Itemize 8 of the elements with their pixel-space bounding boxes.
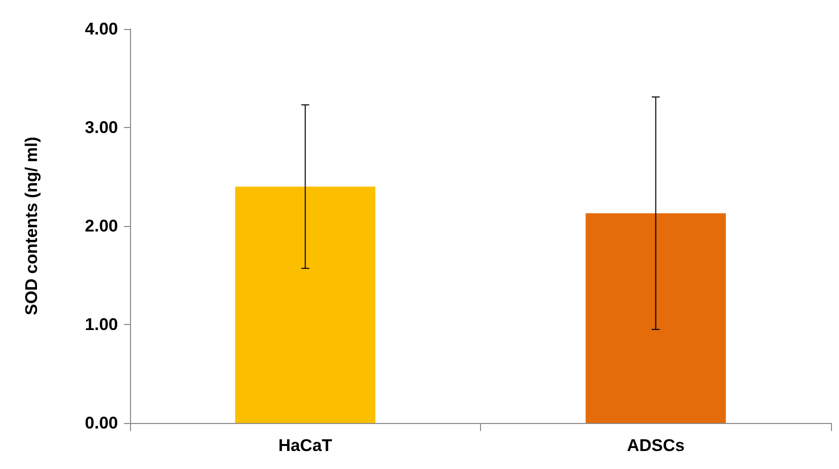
- y-axis-title: SOD contents (ng/ ml): [22, 136, 41, 316]
- y-tick-label: 4.00: [84, 20, 118, 38]
- x-tick-label: ADSCs: [626, 436, 685, 455]
- y-tick-label: 2.00: [84, 216, 118, 236]
- y-tick-label: 1.00: [84, 315, 118, 334]
- x-tick-label: HaCaT: [278, 436, 333, 455]
- y-tick-label: 0.00: [84, 414, 118, 432]
- y-tick-label: 3.00: [84, 118, 118, 137]
